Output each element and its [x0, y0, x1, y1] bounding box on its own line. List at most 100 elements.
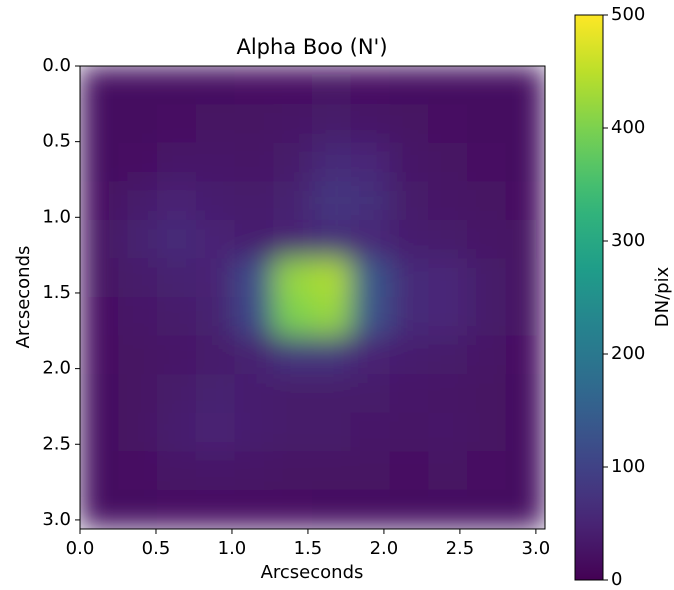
heat-cell: [80, 142, 120, 183]
heat-cell: [312, 142, 352, 183]
heat-cell: [505, 258, 545, 298]
heat-cell: [273, 412, 313, 453]
heat-cell: [118, 451, 158, 491]
heat-cell: [195, 258, 236, 298]
heat-cell: [389, 258, 430, 298]
heat-cell: [428, 104, 468, 144]
heat-cell: [157, 219, 197, 260]
heat-cell: [118, 258, 158, 298]
heat-cell: [505, 297, 545, 337]
heat-cell: [312, 219, 352, 260]
heat-cell: [157, 335, 197, 376]
heat-cell: [389, 181, 430, 221]
heat-cell: [157, 374, 197, 414]
heat-cell: [467, 219, 507, 260]
heat-cell: [273, 219, 313, 260]
heat-cell: [312, 489, 352, 529]
heat-cell: [505, 412, 545, 453]
heat-cell: [157, 66, 197, 106]
y-axis-label: Arcseconds: [13, 246, 34, 349]
heat-cell: [350, 219, 391, 260]
heat-cell: [273, 335, 313, 376]
heat-cell: [195, 335, 236, 376]
heat-cell: [428, 412, 468, 453]
colorbar: [574, 14, 604, 581]
x-tick-label: 1.0: [218, 538, 247, 559]
heat-cell: [157, 489, 197, 529]
heat-cell: [428, 219, 468, 260]
x-tick-label: 0.5: [142, 538, 171, 559]
heat-cell: [505, 142, 545, 183]
heat-cell: [350, 335, 391, 376]
heat-cell: [428, 489, 468, 529]
heat-cell: [118, 142, 158, 183]
heat-cell: [80, 297, 120, 337]
heat-cell: [312, 181, 352, 221]
heat-cell: [234, 297, 275, 337]
heat-cell: [80, 374, 120, 414]
heat-cell: [467, 374, 507, 414]
heat-cell: [234, 181, 275, 221]
heat-cell: [195, 374, 236, 414]
heat-cell: [234, 219, 275, 260]
heat-cell: [312, 297, 352, 337]
heat-cell: [389, 374, 430, 414]
heat-cell: [118, 412, 158, 453]
heat-cell: [118, 104, 158, 144]
heat-cell: [273, 181, 313, 221]
heat-cell: [195, 297, 236, 337]
heat-cell: [80, 412, 120, 453]
heat-cell: [195, 104, 236, 144]
heat-cell: [389, 297, 430, 337]
heat-cell: [505, 219, 545, 260]
heat-cell: [350, 489, 391, 529]
heat-cell: [118, 489, 158, 529]
y-tick-label: 2.0: [42, 358, 71, 379]
heat-cell: [80, 258, 120, 298]
heat-cell: [234, 142, 275, 183]
heat-cell: [467, 142, 507, 183]
heat-cell: [467, 181, 507, 221]
heat-cell: [350, 142, 391, 183]
heat-cell: [195, 181, 236, 221]
heat-cell: [467, 489, 507, 529]
heat-cell: [312, 412, 352, 453]
heat-cell: [428, 258, 468, 298]
heat-cell: [350, 297, 391, 337]
heat-cell: [505, 374, 545, 414]
x-tick-label: 0.0: [66, 538, 95, 559]
heat-cell: [273, 66, 313, 106]
heat-cell: [350, 451, 391, 491]
colorbar-tick-label: 200: [611, 343, 645, 364]
colorbar-tick-label: 300: [611, 230, 645, 251]
y-tick-label: 3.0: [42, 509, 71, 530]
heat-cell: [80, 104, 120, 144]
x-tick-label: 2.0: [370, 538, 399, 559]
heat-cell: [389, 412, 430, 453]
x-tick-label: 2.5: [446, 538, 475, 559]
heat-cell: [389, 142, 430, 183]
heat-cell: [505, 181, 545, 221]
heat-cell: [234, 489, 275, 529]
heat-cell: [505, 66, 545, 106]
heat-cell: [389, 335, 430, 376]
heat-cell: [234, 104, 275, 144]
heat-cell: [195, 66, 236, 106]
heat-cell: [312, 451, 352, 491]
heat-cell: [80, 66, 120, 106]
heat-cell: [118, 374, 158, 414]
heat-cell: [312, 258, 352, 298]
colorbar-tick-label: 100: [611, 456, 645, 477]
heat-cell: [428, 181, 468, 221]
heat-cell: [467, 451, 507, 491]
heat-cell: [157, 142, 197, 183]
heat-cell: [428, 66, 468, 106]
heat-cell: [234, 374, 275, 414]
heat-cell: [505, 104, 545, 144]
y-tick-label: 1.5: [42, 282, 71, 303]
heat-cell: [350, 181, 391, 221]
x-tick-label: 1.5: [294, 538, 323, 559]
heat-cell: [195, 489, 236, 529]
colorbar-tick-label: 400: [611, 117, 645, 138]
colorbar-tick-label: 500: [611, 4, 645, 25]
